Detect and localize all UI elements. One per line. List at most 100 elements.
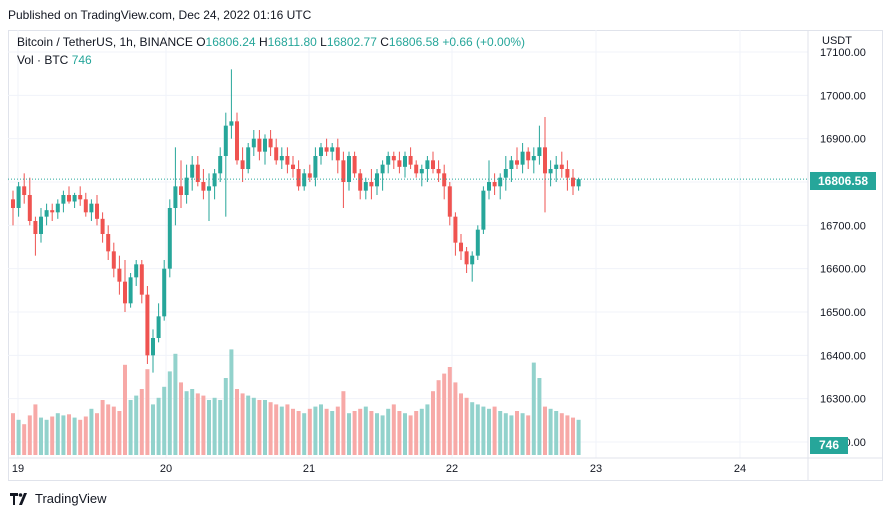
candle-body	[352, 156, 357, 174]
candle	[33, 216, 38, 256]
candle	[363, 177, 368, 200]
candle-body	[257, 138, 262, 152]
price-tick-label: 16700.00	[820, 220, 866, 232]
volume-bar	[251, 397, 256, 455]
candle	[190, 156, 195, 191]
volume-bar	[380, 415, 385, 455]
volume-bar	[235, 389, 239, 455]
candle-body	[509, 160, 514, 169]
candle-body	[218, 156, 223, 174]
grid	[8, 30, 808, 458]
volume-bar	[296, 411, 301, 455]
volume-bar	[403, 413, 407, 455]
candle-body	[117, 268, 122, 282]
candle-body	[302, 173, 307, 187]
candle	[100, 212, 105, 243]
symbol-title[interactable]: Bitcoin / TetherUS, 1h, BINANCE	[17, 35, 193, 49]
candle	[526, 147, 531, 169]
candle-body	[291, 164, 295, 169]
candle-body	[50, 210, 55, 213]
low-value: 16802.77	[326, 35, 377, 49]
volume-bar	[319, 404, 323, 455]
volume-bar	[526, 415, 531, 455]
price-tick-label: 17000.00	[820, 90, 866, 102]
candle	[156, 303, 161, 343]
volume-bar	[39, 417, 43, 455]
candle	[134, 260, 139, 286]
volume-bar	[33, 404, 38, 455]
candle-body	[554, 164, 559, 169]
candle-body	[397, 160, 402, 167]
volume-bar	[83, 416, 88, 455]
candle	[414, 160, 419, 178]
candle	[554, 156, 559, 182]
candle-body	[425, 160, 430, 169]
volume-bar	[487, 408, 491, 455]
candle-body	[61, 195, 66, 204]
candle	[95, 195, 99, 226]
candle	[55, 199, 60, 219]
volume-label[interactable]: Vol · BTC	[17, 53, 69, 67]
candle	[139, 260, 144, 304]
candle	[279, 147, 284, 169]
open-value: 16806.24	[205, 35, 256, 49]
volume-bar	[223, 378, 228, 455]
candle-body	[347, 156, 351, 182]
candle-body	[414, 164, 419, 174]
volume-bar	[117, 411, 122, 455]
volume-bar	[436, 380, 441, 455]
candle-body	[251, 138, 256, 148]
candle-body	[526, 151, 531, 161]
candle-body	[207, 186, 211, 191]
volume-bar	[425, 404, 430, 455]
candle-body	[571, 177, 575, 187]
candle	[369, 169, 374, 200]
candle-body	[380, 164, 385, 174]
candle-body	[386, 156, 391, 165]
published-caption: Published on TradingView.com, Dec 24, 20…	[8, 8, 312, 22]
candle	[313, 147, 318, 187]
volume-bar	[212, 397, 217, 455]
volume-bar	[123, 364, 127, 455]
candle-body	[543, 147, 547, 174]
chart-frame[interactable]	[8, 30, 883, 481]
volume-bar	[55, 413, 60, 455]
candle	[89, 199, 94, 221]
time-tick-label: 23	[590, 463, 602, 475]
candle-body	[369, 182, 374, 187]
candle	[44, 203, 49, 226]
currency-label[interactable]: USDT	[822, 35, 852, 47]
price-tick-label: 17100.00	[820, 47, 866, 59]
candle	[307, 164, 312, 182]
candle	[11, 190, 15, 226]
candle-body	[156, 316, 161, 338]
candle	[442, 164, 447, 200]
volume-bar	[16, 419, 21, 455]
volume-bar	[352, 411, 357, 455]
volume-bar	[274, 404, 279, 455]
candle	[576, 177, 581, 191]
candle	[39, 208, 43, 243]
candlestick-chart[interactable]: 17100.0017000.0016900.0016800.0016700.00…	[8, 30, 883, 481]
volume-bar	[279, 406, 284, 455]
candle	[67, 186, 71, 204]
volume-bar	[330, 411, 335, 455]
candle-body	[268, 138, 273, 148]
candle	[195, 156, 200, 187]
candle	[145, 286, 150, 364]
candle-body	[16, 186, 21, 208]
volume-bar	[481, 406, 486, 455]
volume-bar	[173, 353, 178, 455]
volume-bar	[268, 402, 273, 455]
volume-bar	[162, 386, 167, 455]
footer-brand[interactable]: TradingView	[10, 491, 107, 506]
time-tick-label: 19	[12, 463, 24, 475]
candle-body	[548, 169, 553, 174]
candle-body	[223, 125, 228, 156]
candle	[425, 156, 430, 182]
volume-bar	[27, 415, 32, 455]
candle	[72, 192, 77, 208]
candle-body	[403, 156, 407, 167]
candle	[548, 160, 553, 187]
volume-bar	[492, 406, 497, 455]
